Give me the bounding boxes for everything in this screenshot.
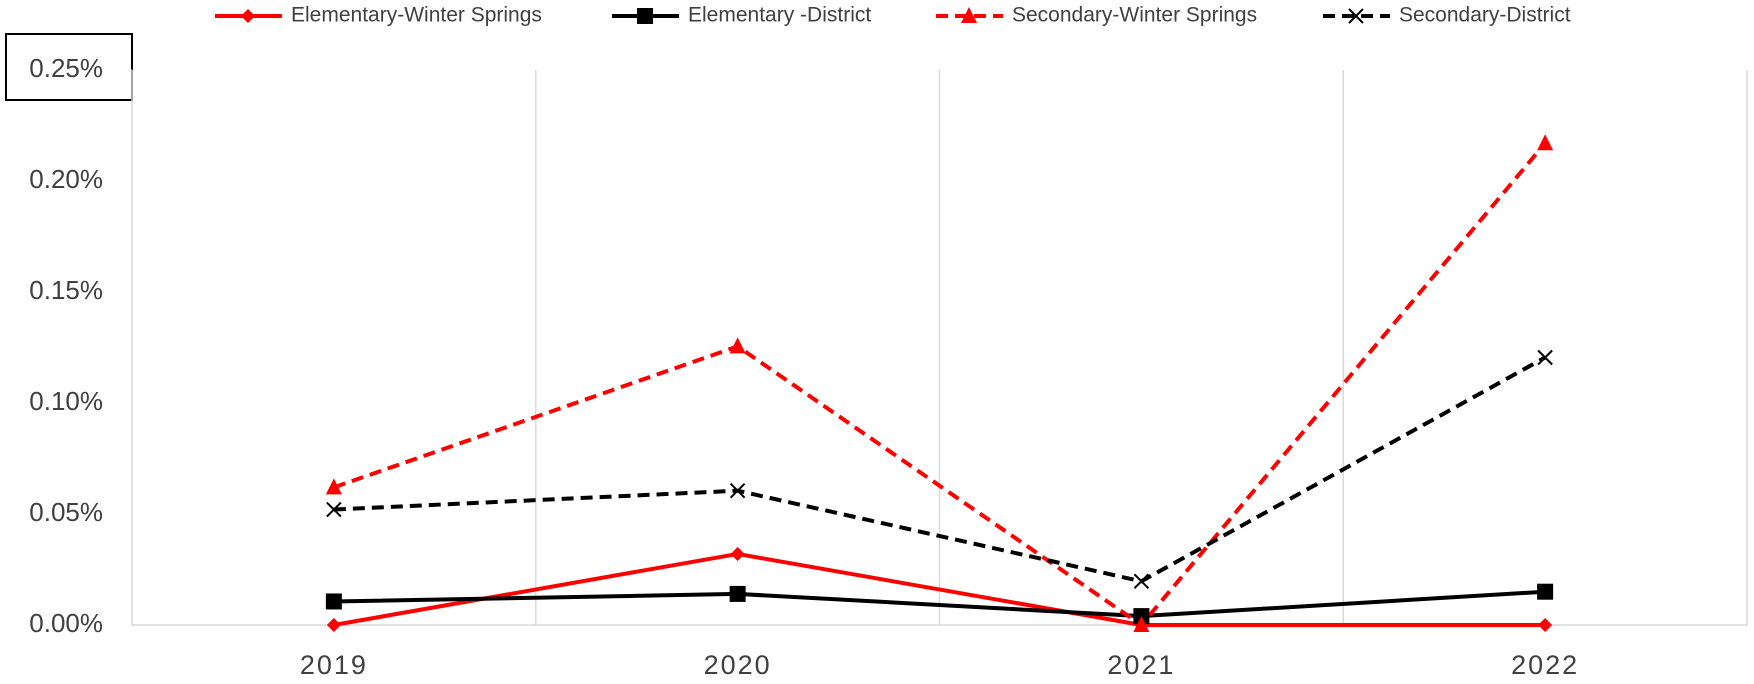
y-tick-label: 0.00% xyxy=(29,608,103,638)
marker xyxy=(325,593,342,610)
marker xyxy=(1133,616,1150,632)
series-line xyxy=(333,551,1546,627)
legend-label: Elementary -District xyxy=(688,4,871,27)
legend-label: Elementary-Winter Springs xyxy=(291,4,542,27)
legend-label: Secondary-Winter Springs xyxy=(1012,4,1257,27)
marker xyxy=(1537,134,1554,151)
series-line xyxy=(333,589,1546,619)
marker xyxy=(1538,618,1553,632)
marker xyxy=(1537,349,1553,366)
marker xyxy=(729,585,746,602)
marker xyxy=(730,546,745,561)
y-tick-label: 0.10% xyxy=(29,386,103,416)
label-box xyxy=(5,33,133,101)
marker xyxy=(729,482,746,499)
marker xyxy=(326,618,341,632)
marker xyxy=(729,337,746,354)
x-tick-label: 2022 xyxy=(1511,650,1579,680)
marker xyxy=(637,8,653,24)
legend-label: Secondary-District xyxy=(1399,4,1571,27)
series-line xyxy=(333,355,1547,584)
y-tick-label: 0.20% xyxy=(29,164,103,194)
marker xyxy=(961,7,977,23)
series-line xyxy=(333,141,1547,627)
marker xyxy=(326,501,342,518)
y-tick-label: 0.05% xyxy=(29,497,103,527)
y-tick-label: 0.15% xyxy=(29,275,103,305)
marker xyxy=(1348,8,1364,24)
marker xyxy=(325,478,342,495)
x-tick-label: 2020 xyxy=(704,650,772,680)
y-tick-label: 0.25% xyxy=(29,53,103,83)
x-tick-label: 2021 xyxy=(1107,650,1175,680)
marker xyxy=(241,9,255,23)
marker xyxy=(1537,583,1554,600)
marker xyxy=(1133,573,1150,589)
x-tick-label: 2019 xyxy=(300,650,368,680)
